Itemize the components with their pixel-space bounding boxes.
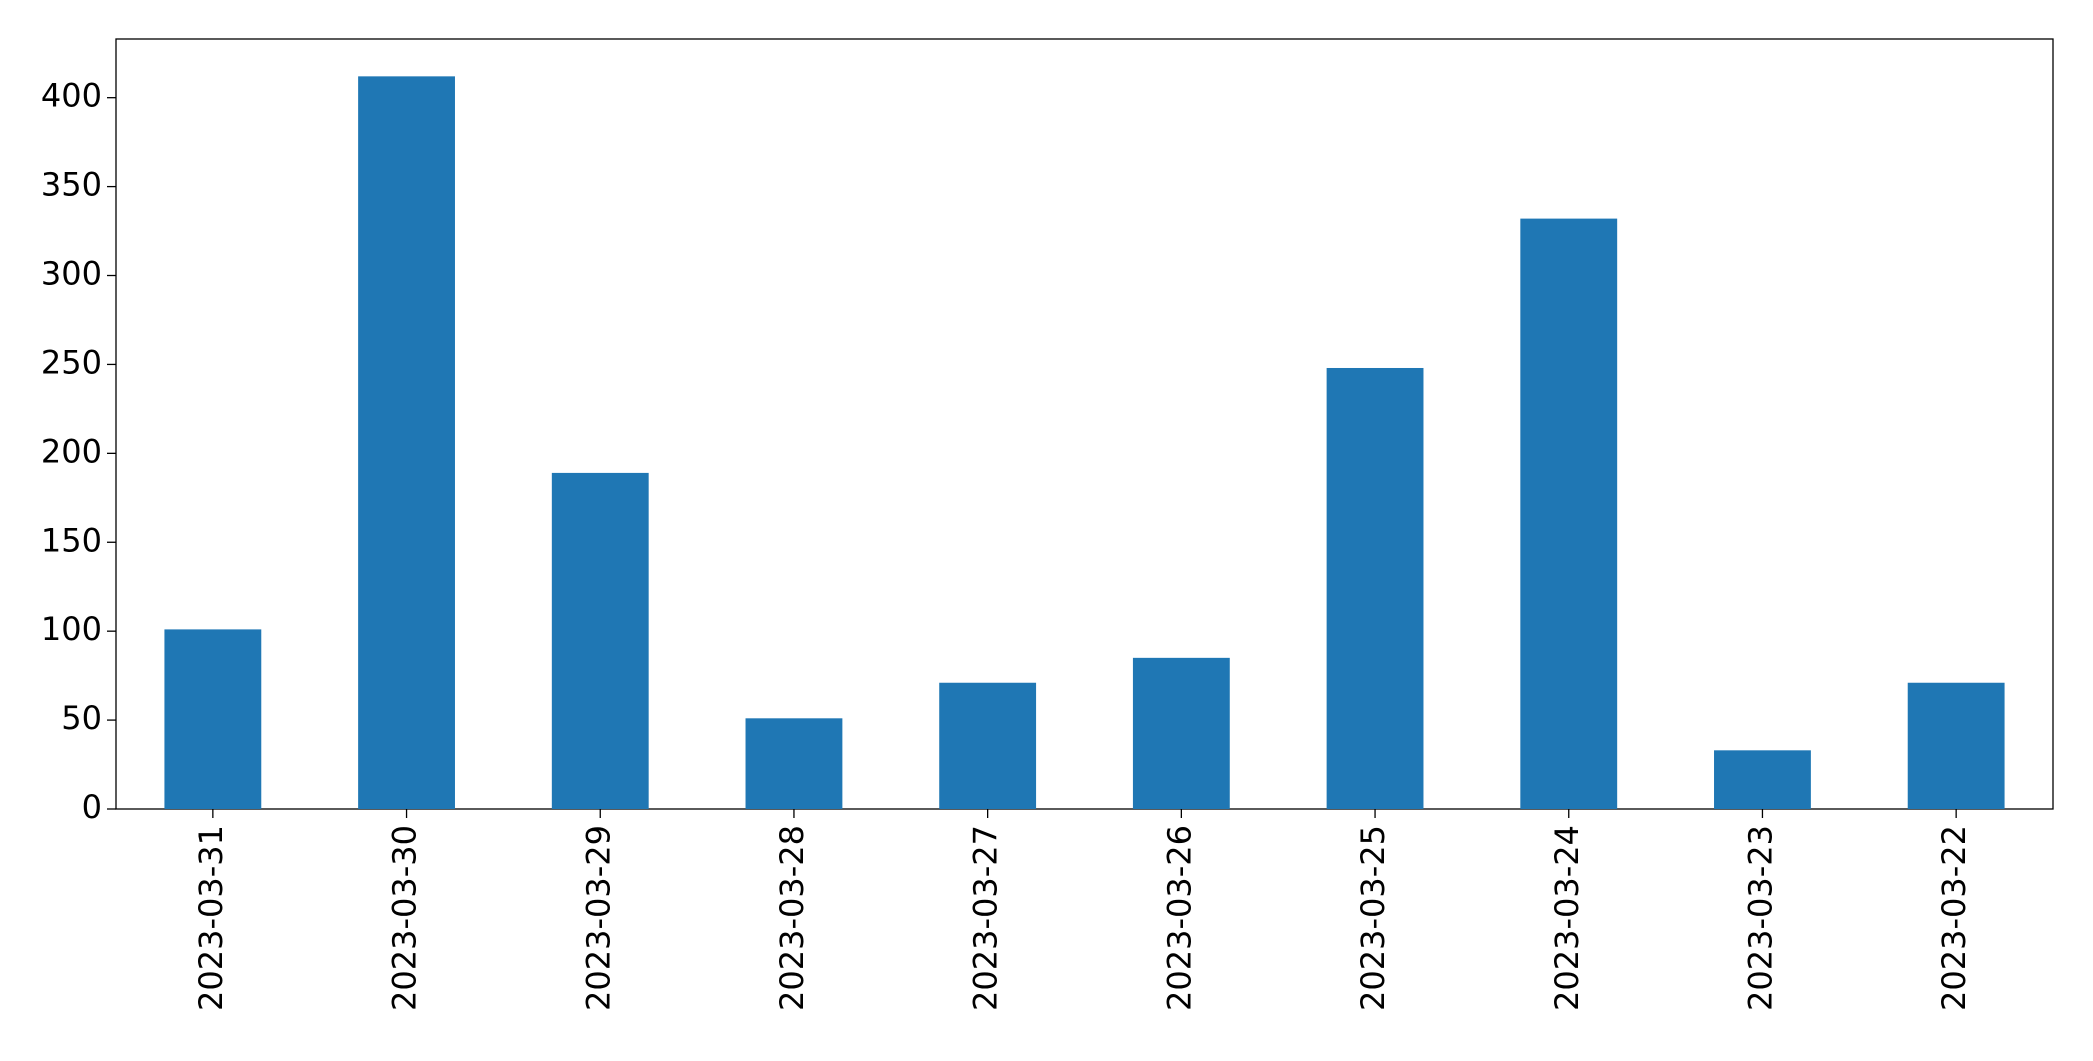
y-tick-label: 200 (41, 432, 102, 470)
y-tick-label: 50 (61, 699, 102, 737)
bar (1520, 218, 1618, 809)
bar (1907, 682, 2005, 809)
bar (551, 472, 649, 809)
x-tick-label: 2023-03-26 (1160, 825, 1198, 1011)
bar (1326, 367, 1424, 809)
bar (164, 629, 262, 809)
x-tick-label: 2023-03-31 (192, 825, 230, 1011)
bar (939, 682, 1037, 809)
axes-frame (115, 38, 2054, 810)
bar (1714, 750, 1811, 809)
x-tick-label: 2023-03-29 (579, 825, 617, 1011)
y-tick-label: 350 (41, 166, 102, 204)
y-tick-label: 250 (41, 343, 102, 381)
x-tick-label: 2023-03-30 (386, 825, 424, 1011)
x-tick-label: 2023-03-22 (1935, 825, 1973, 1011)
bar (1132, 657, 1230, 809)
x-tick-label: 2023-03-28 (773, 825, 811, 1011)
y-tick-label: 100 (41, 610, 102, 648)
bar (745, 718, 843, 809)
y-tick-label: 0 (82, 788, 102, 826)
y-tick-label: 150 (41, 521, 102, 559)
y-tick-label: 400 (41, 77, 102, 115)
x-tick-label: 2023-03-24 (1548, 825, 1586, 1011)
x-tick-label: 2023-03-23 (1741, 825, 1779, 1011)
x-tick-label: 2023-03-25 (1354, 825, 1392, 1011)
y-tick-label: 300 (41, 255, 102, 293)
x-tick-label: 2023-03-27 (967, 825, 1005, 1011)
bar (358, 76, 455, 809)
